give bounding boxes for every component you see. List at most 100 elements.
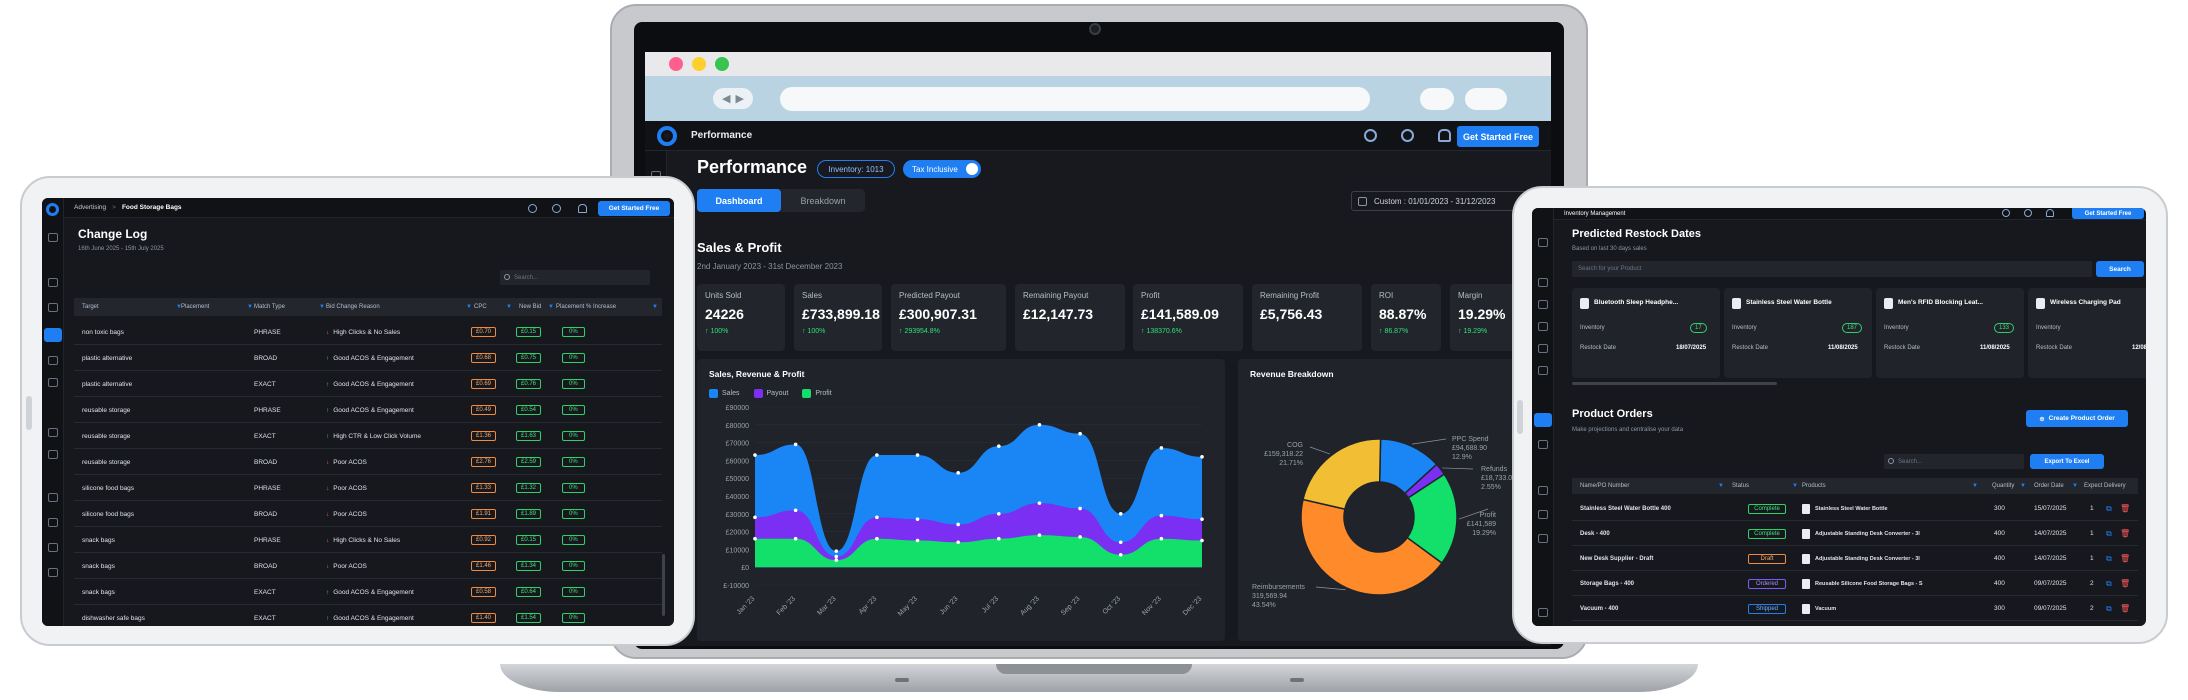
table-scrollbar[interactable] (662, 554, 665, 616)
new-bid-input[interactable]: £2.59 (516, 457, 542, 467)
restock-card[interactable]: Men's RFID Blocking Leat... Inventory 133 R… (1876, 288, 2024, 378)
create-product-order-button[interactable]: ⊕ Create Product Order (2026, 410, 2128, 427)
placement-increase-input[interactable]: 0% (562, 509, 585, 519)
bell-icon[interactable] (1438, 129, 1451, 142)
table-row[interactable]: snack bags EXACT ↑ Good ACOS & Engagement £0… (74, 579, 662, 605)
order-row[interactable]: Desk - 400 Complete Adjustable Standing De… (1572, 521, 2138, 546)
restock-card[interactable]: Stainless Steel Water Bottle Inventory 187… (1724, 288, 1872, 378)
placement-increase-input[interactable]: 0% (562, 353, 585, 363)
filter-icon[interactable]: ▼ (1792, 483, 1798, 489)
col-new-bid[interactable]: New Bid (519, 304, 542, 310)
new-bid-input[interactable]: £0.54 (516, 405, 542, 415)
logout-icon[interactable] (1538, 608, 1548, 617)
new-bid-input[interactable]: £1.34 (516, 561, 542, 571)
col-placement-increase[interactable]: Placement % Increase (556, 304, 617, 310)
get-started-button[interactable]: Get Started Free (1457, 126, 1539, 147)
sidebar-icon[interactable] (1538, 486, 1548, 495)
close-window-icon[interactable] (669, 57, 683, 71)
table-row[interactable]: reusable storage PHRASE ↑ Good ACOS & Engag… (74, 397, 662, 423)
col-order-date[interactable]: Order Date (2034, 483, 2064, 489)
copy-icon[interactable]: ⧉ (2106, 503, 2112, 513)
table-row[interactable]: plastic alternative BROAD ↑ Good ACOS & Eng… (74, 345, 662, 371)
sidebar-icon[interactable] (1538, 300, 1548, 309)
sidebar-icon[interactable] (1538, 238, 1548, 247)
placement-increase-input[interactable]: 0% (562, 483, 585, 493)
maximize-window-icon[interactable] (715, 57, 729, 71)
placement-increase-input[interactable]: 0% (562, 587, 585, 597)
settings-icon[interactable] (552, 204, 561, 213)
placement-increase-input[interactable]: 0% (562, 327, 585, 337)
col-placement[interactable]: Placement (181, 304, 210, 310)
sidebar-icon[interactable] (48, 450, 58, 459)
copy-icon[interactable]: ⧉ (2106, 603, 2112, 613)
sidebar-icon[interactable] (1538, 534, 1548, 543)
get-started-button[interactable]: Get Started Free (598, 201, 670, 216)
tax-inclusive-toggle[interactable]: Tax Inclusive (903, 160, 981, 178)
tab-breakdown[interactable]: Breakdown (800, 195, 846, 206)
placement-increase-input[interactable]: 0% (562, 561, 585, 571)
minimize-window-icon[interactable] (692, 57, 706, 71)
new-bid-input[interactable]: £0.15 (516, 327, 542, 337)
delete-icon[interactable]: 🗑 (2120, 579, 2131, 588)
copy-icon[interactable]: ⧉ (2106, 553, 2112, 563)
sidebar-icon[interactable] (1538, 440, 1548, 449)
order-row[interactable]: New Desk Supplier - Draft Draft Adjustable… (1572, 546, 2138, 571)
table-row[interactable]: reusable storage EXACT ↑ High CTR & Low Cli… (74, 423, 662, 449)
browser-button[interactable] (1465, 88, 1507, 110)
order-row[interactable]: Storage Bags - 400 Ordered Reusable Silico… (1572, 571, 2138, 596)
sidebar-icon[interactable] (1538, 366, 1548, 375)
filter-icon[interactable]: ▼ (1972, 483, 1978, 489)
col-expect-delivery[interactable]: Expect Delivery (2084, 483, 2126, 489)
back-arrow-icon[interactable]: ◀ (722, 93, 731, 105)
restock-card[interactable]: Wireless Charging Pad Inventory Restock Da… (2028, 288, 2146, 378)
new-bid-input[interactable]: £1.63 (516, 431, 542, 441)
placement-increase-input[interactable]: 0% (562, 535, 585, 545)
cards-scrollbar[interactable] (1572, 382, 1777, 385)
legend-sales[interactable]: Sales (709, 389, 740, 398)
tab-dashboard[interactable]: Dashboard (697, 189, 781, 212)
col-cpc[interactable]: CPC (474, 304, 487, 310)
col-bid-change-reason[interactable]: Bid Change Reason (326, 304, 380, 310)
sidebar-icon[interactable] (1538, 278, 1548, 287)
sidebar-icon[interactable] (48, 493, 58, 502)
filter-icon[interactable]: ▼ (2072, 483, 2078, 489)
legend-payout[interactable]: Payout (753, 389, 788, 398)
delete-icon[interactable]: 🗑 (2120, 604, 2131, 613)
table-row[interactable]: non toxic bags PHRASE ↓ High Clicks & No Sa… (74, 319, 662, 345)
copy-icon[interactable]: ⧉ (2106, 528, 2112, 538)
table-row[interactable]: plastic alternative EXACT ↑ Good ACOS & Eng… (74, 371, 662, 397)
app-logo-icon[interactable] (46, 203, 59, 216)
url-bar[interactable] (780, 87, 1370, 111)
table-row[interactable]: silicone food bags PHRASE ↓ Poor ACOS £1.33 £… (74, 475, 662, 501)
filter-icon[interactable]: ▼ (2020, 483, 2026, 489)
new-bid-input[interactable]: £0.64 (516, 587, 542, 597)
sidebar-icon[interactable] (48, 568, 58, 577)
col-name-po[interactable]: Name/PO Number (1580, 483, 1630, 489)
placement-increase-input[interactable]: 0% (562, 613, 585, 623)
bell-icon[interactable] (2046, 209, 2054, 217)
filter-icon[interactable]: ▼ (506, 304, 512, 310)
new-bid-input[interactable]: £0.75 (516, 353, 542, 363)
sidebar-icon[interactable] (48, 233, 58, 242)
filter-icon[interactable]: ▼ (247, 304, 253, 310)
new-bid-input[interactable]: £1.54 (516, 613, 542, 623)
filter-icon[interactable]: ▼ (319, 304, 325, 310)
delete-icon[interactable]: 🗑 (2120, 554, 2131, 563)
orders-search-input[interactable]: Search... (1884, 454, 2024, 469)
new-bid-input[interactable]: £1.89 (516, 509, 542, 519)
sidebar-icon[interactable] (48, 378, 58, 387)
col-target[interactable]: Target (82, 304, 99, 310)
gauge-icon[interactable] (528, 204, 537, 213)
browser-button[interactable] (1420, 88, 1454, 110)
col-quantity[interactable]: Quantity (1992, 483, 2015, 489)
sidebar-icon[interactable] (48, 518, 58, 527)
product-search-input[interactable]: Search for your Product (1572, 261, 2092, 277)
filter-icon[interactable]: ▼ (466, 304, 472, 310)
copy-icon[interactable]: ⧉ (2106, 578, 2112, 588)
col-match-type[interactable]: Match Type (254, 304, 285, 310)
settings-icon[interactable] (2024, 209, 2032, 217)
bell-icon[interactable] (578, 204, 587, 213)
sidebar-inventory-icon[interactable] (1534, 413, 1552, 427)
sidebar-icon[interactable] (48, 428, 58, 437)
sidebar-advertising-icon[interactable] (44, 328, 62, 342)
